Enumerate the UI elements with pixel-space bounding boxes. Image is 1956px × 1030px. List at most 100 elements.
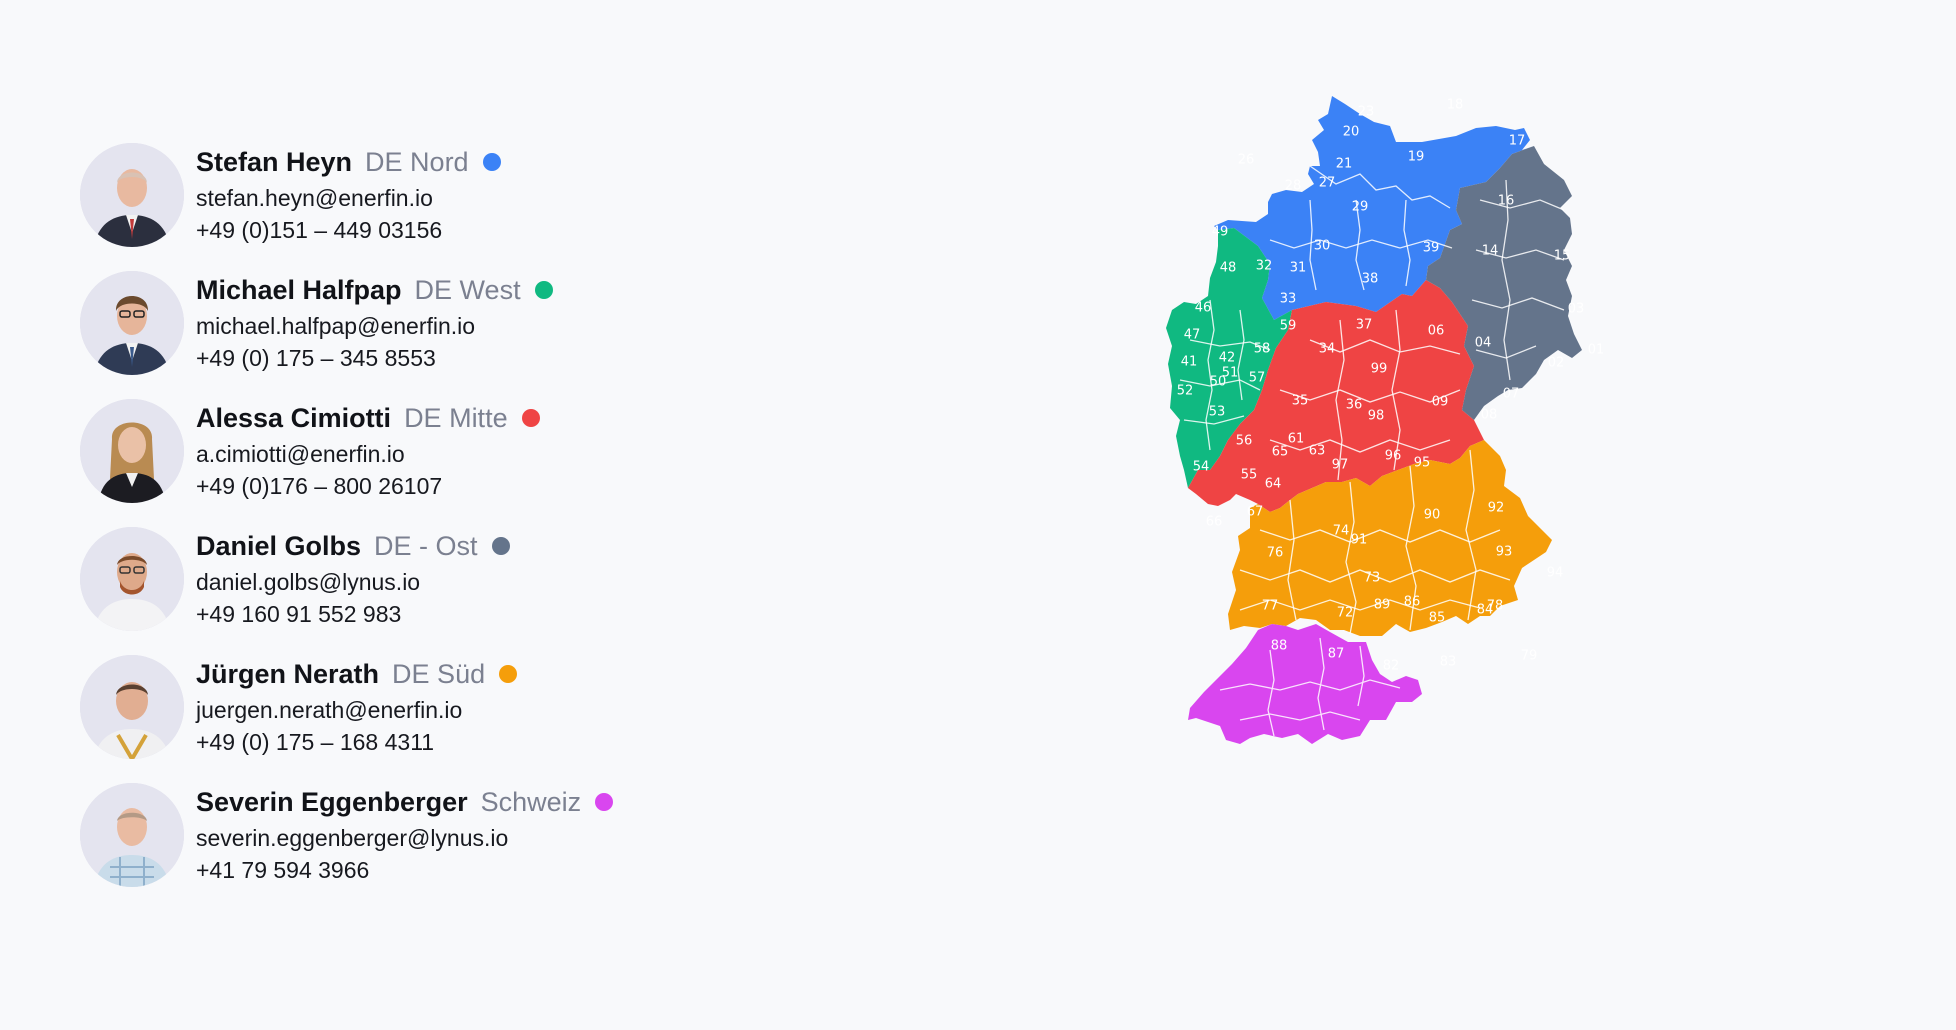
region-color-dot [595, 793, 614, 811]
postcode-label-88: 88 [1271, 639, 1288, 654]
avatar [80, 399, 184, 503]
postcode-label-89: 89 [1374, 598, 1391, 613]
contact-email[interactable]: juergen.nerath@enerfin.io [196, 697, 463, 723]
postcode-label-72: 72 [1337, 606, 1354, 621]
person-photo-icon [80, 271, 184, 375]
contact-card: Stefan Heyn DE Nord stefan.heyn@enerfin.… [78, 142, 778, 270]
postcode-label-67: 67 [1247, 505, 1264, 520]
postcode-label-57: 57 [1249, 371, 1266, 386]
region-ost[interactable] [1426, 146, 1582, 420]
postcode-label-73: 73 [1364, 571, 1381, 586]
postcode-label-83: 83 [1440, 655, 1457, 670]
contact-phone[interactable]: +49 (0)176 – 800 26107 [196, 473, 443, 499]
avatar [80, 271, 184, 375]
postcode-label-76: 76 [1267, 546, 1284, 561]
postcode-label-51: 51 [1222, 366, 1239, 381]
postcode-label-56: 56 [1236, 434, 1253, 449]
contact-list: Stefan Heyn DE Nord stefan.heyn@enerfin.… [78, 142, 778, 910]
avatar [80, 527, 184, 631]
contact-email[interactable]: a.cimiotti@enerfin.io [196, 441, 405, 467]
postcode-label-28: 28 [1285, 179, 1302, 194]
contact-card: Jürgen Nerath DE Süd juergen.nerath@ener… [78, 654, 778, 782]
postcode-label-55: 55 [1241, 468, 1258, 483]
avatar [80, 655, 184, 759]
contact-email[interactable]: michael.halfpap@enerfin.io [196, 313, 476, 339]
postcode-label-32: 32 [1256, 259, 1273, 274]
postcode-label-86: 86 [1404, 595, 1421, 610]
germany-switzerland-map: 2425231820262119282729303139384948323346… [1166, 90, 1605, 744]
postcode-borders [1179, 165, 1565, 737]
contact-name: Stefan Heyn [196, 146, 353, 177]
postcode-label-30: 30 [1314, 239, 1331, 254]
region-west[interactable] [1166, 228, 1292, 488]
postcode-label-37: 37 [1356, 318, 1373, 333]
postcode-label-96: 96 [1385, 449, 1402, 464]
contact-phone[interactable]: +49 (0) 175 – 168 4311 [196, 729, 435, 755]
postcode-label-02: 02 [1548, 356, 1565, 371]
postcode-label-98: 98 [1368, 409, 1385, 424]
postcode-label-23: 23 [1358, 105, 1375, 120]
region-nord[interactable] [1214, 96, 1534, 320]
postcode-label-19: 19 [1408, 150, 1425, 165]
postcode-label-74: 74 [1333, 524, 1350, 539]
postcode-label-29: 29 [1352, 200, 1369, 215]
postcode-labels: 2425231820262119282729303139384948323346… [1177, 90, 1605, 674]
region-sued[interactable] [1228, 440, 1552, 636]
contact-phone[interactable]: +41 79 594 3966 [196, 857, 370, 883]
postcode-label-65: 65 [1272, 445, 1289, 460]
postcode-label-42: 42 [1219, 351, 1236, 366]
contact-email[interactable]: severin.eggenberger@lynus.io [196, 825, 509, 851]
postcode-label-61: 61 [1288, 432, 1305, 447]
postcode-label-49: 49 [1212, 225, 1229, 240]
postcode-label-36: 36 [1346, 398, 1363, 413]
postcode-label-06: 06 [1428, 324, 1445, 339]
region-color-dot [482, 153, 501, 171]
region-mitte[interactable] [1188, 280, 1484, 512]
region-color-dot [521, 409, 540, 427]
postcode-label-97: 97 [1332, 458, 1349, 473]
postcode-label-41: 41 [1181, 355, 1198, 370]
postcode-label-01: 01 [1588, 343, 1605, 358]
postcode-label-79: 79 [1521, 649, 1538, 664]
person-photo-icon [80, 399, 184, 503]
avatar [80, 783, 184, 887]
postcode-label-93: 93 [1496, 545, 1513, 560]
contact-phone[interactable]: +49 (0) 175 – 345 8553 [196, 345, 436, 371]
postcode-label-33: 33 [1280, 292, 1297, 307]
postcode-label-94: 94 [1547, 566, 1564, 581]
postcode-label-15: 15 [1554, 249, 1571, 264]
postcode-label-82: 82 [1383, 659, 1400, 674]
contact-phone[interactable]: +49 (0)151 – 449 03156 [196, 217, 443, 243]
postcode-label-84: 84 [1477, 603, 1494, 618]
postcode-label-52: 52 [1177, 384, 1194, 399]
contact-phone[interactable]: +49 160 91 552 983 [196, 601, 402, 627]
contact-email[interactable]: daniel.golbs@lynus.io [196, 569, 421, 595]
contact-region: DE Süd [392, 658, 486, 689]
postcode-label-50: 50 [1210, 375, 1227, 390]
region-color-dot [499, 665, 518, 683]
contact-card: Michael Halfpap DE West michael.halfpap@… [78, 270, 778, 398]
postcode-label-03: 03 [1568, 302, 1585, 317]
person-photo-icon [80, 143, 184, 247]
contact-email[interactable]: stefan.heyn@enerfin.io [196, 185, 433, 211]
postcode-label-16: 16 [1498, 194, 1515, 209]
contact-region: Schweiz [480, 786, 582, 817]
contact-name: Severin Eggenberger [196, 786, 468, 817]
postcode-label-26: 26 [1238, 153, 1255, 168]
postcode-label-14: 14 [1482, 244, 1499, 259]
postcode-label-31: 31 [1290, 261, 1307, 276]
postcode-label-48: 48 [1220, 261, 1237, 276]
postcode-label-58: 58 [1254, 342, 1271, 357]
contact-name: Alessa Cimiotti [196, 402, 392, 433]
postcode-label-39: 39 [1423, 241, 1440, 256]
postcode-label-09: 09 [1432, 395, 1449, 410]
postcode-label-21: 21 [1336, 157, 1353, 172]
postcode-label-04: 04 [1475, 336, 1492, 351]
postcode-label-63: 63 [1309, 444, 1326, 459]
postcode-label-18: 18 [1447, 98, 1464, 113]
postcode-label-20: 20 [1343, 125, 1360, 140]
region-map: 2425231820262119282729303139384948323346… [1160, 90, 1740, 940]
postcode-label-59: 59 [1280, 319, 1297, 334]
postcode-label-92: 92 [1488, 501, 1505, 516]
postcode-label-87: 87 [1328, 647, 1345, 662]
